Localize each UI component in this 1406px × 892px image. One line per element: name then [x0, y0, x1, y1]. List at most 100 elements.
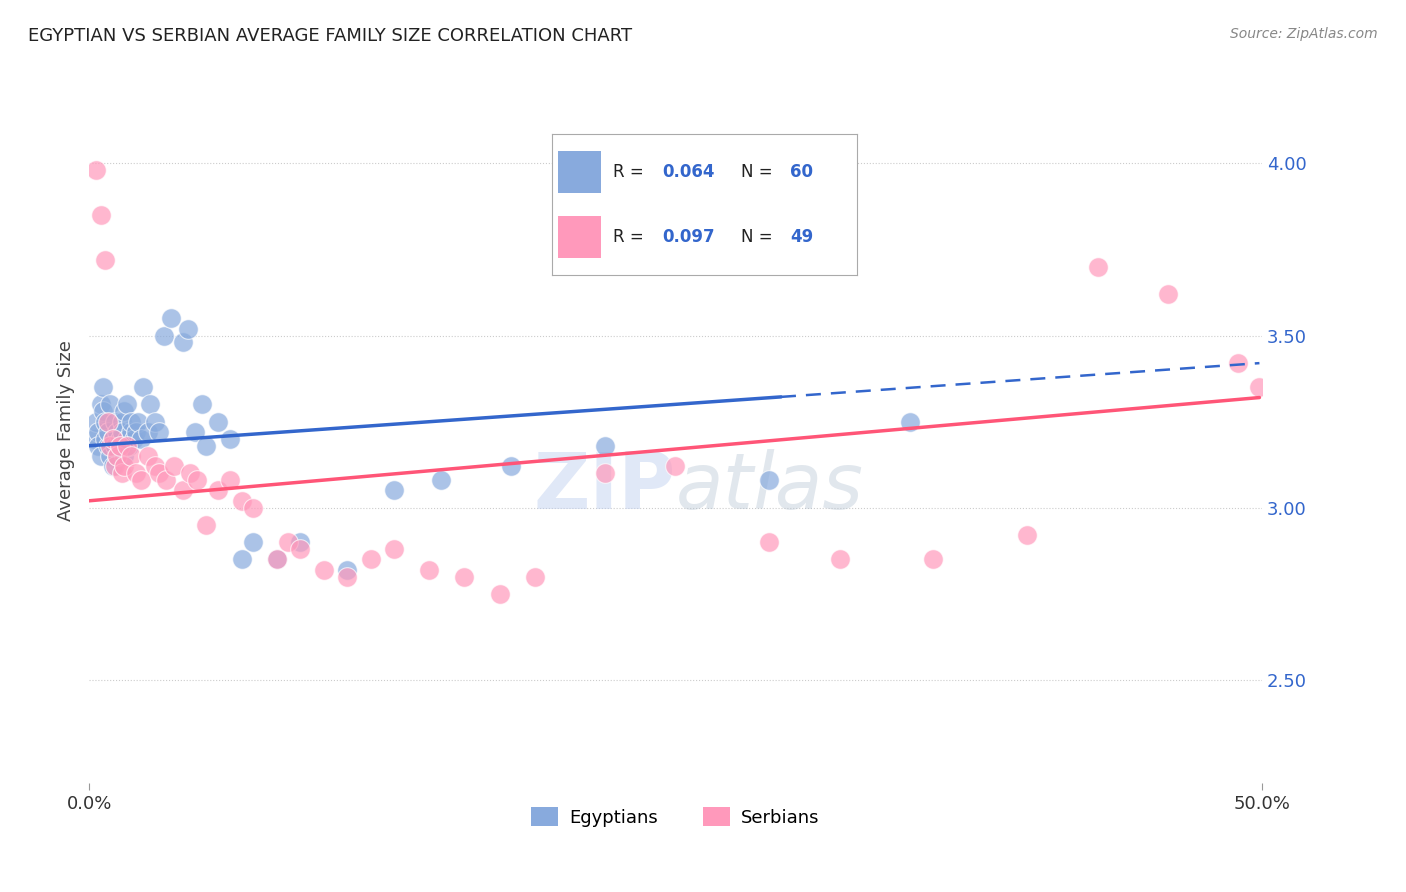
Point — [112, 404, 135, 418]
Point — [143, 415, 166, 429]
Point — [115, 397, 138, 411]
Point — [112, 449, 135, 463]
Point — [179, 467, 201, 481]
Point — [183, 425, 205, 439]
Point — [176, 322, 198, 336]
Point — [382, 483, 405, 498]
Point — [136, 425, 159, 439]
Point — [90, 449, 112, 463]
Point — [312, 563, 335, 577]
Point — [127, 415, 149, 429]
Point — [190, 397, 212, 411]
Point — [231, 493, 253, 508]
Point — [108, 439, 131, 453]
Point — [207, 415, 229, 429]
Point — [118, 439, 141, 453]
Point — [101, 459, 124, 474]
Point — [97, 439, 120, 453]
Point — [90, 208, 112, 222]
Point — [488, 587, 510, 601]
Point — [153, 328, 176, 343]
Point — [758, 473, 780, 487]
Point — [162, 459, 184, 474]
Point — [122, 432, 145, 446]
Point — [523, 569, 546, 583]
Point — [664, 459, 686, 474]
Point — [288, 535, 311, 549]
Point — [418, 563, 440, 577]
Point — [155, 473, 177, 487]
Point — [87, 425, 110, 439]
Point — [218, 432, 240, 446]
Point — [1227, 356, 1250, 370]
Point — [288, 541, 311, 556]
Point — [108, 439, 131, 453]
Point — [828, 552, 851, 566]
Point — [501, 459, 523, 474]
Point — [120, 415, 142, 429]
Point — [1087, 260, 1109, 274]
Point — [195, 517, 218, 532]
Point — [758, 535, 780, 549]
Point — [195, 439, 218, 453]
Point — [111, 425, 134, 439]
Point — [172, 483, 194, 498]
Point — [1017, 528, 1039, 542]
Point — [104, 459, 127, 474]
Point — [84, 163, 107, 178]
Point — [120, 449, 142, 463]
Point — [87, 439, 110, 453]
Point — [101, 432, 124, 446]
Point — [922, 552, 945, 566]
Point — [105, 449, 128, 463]
Text: ZIP: ZIP — [533, 449, 675, 524]
Point — [148, 467, 170, 481]
Point — [112, 459, 135, 474]
Point — [94, 432, 117, 446]
Point — [104, 439, 127, 453]
Point — [160, 311, 183, 326]
Point — [120, 425, 142, 439]
Point — [83, 432, 105, 446]
Point — [266, 552, 288, 566]
Point — [104, 415, 127, 429]
Point — [125, 467, 148, 481]
Point — [125, 425, 148, 439]
Point — [111, 467, 134, 481]
Point — [266, 552, 288, 566]
Point — [90, 397, 112, 411]
Point — [453, 569, 475, 583]
Point — [115, 432, 138, 446]
Point — [148, 425, 170, 439]
Point — [94, 415, 117, 429]
Point — [132, 380, 155, 394]
Point — [898, 415, 921, 429]
Point — [382, 541, 405, 556]
Point — [218, 473, 240, 487]
Point — [336, 569, 359, 583]
Text: Source: ZipAtlas.com: Source: ZipAtlas.com — [1230, 27, 1378, 41]
Point — [593, 439, 616, 453]
Point — [84, 415, 107, 429]
Point — [115, 439, 138, 453]
Point — [98, 439, 121, 453]
Legend: Egyptians, Serbians: Egyptians, Serbians — [524, 800, 827, 834]
Point — [98, 449, 121, 463]
Point — [1249, 380, 1271, 394]
Point — [360, 552, 382, 566]
Text: EGYPTIAN VS SERBIAN AVERAGE FAMILY SIZE CORRELATION CHART: EGYPTIAN VS SERBIAN AVERAGE FAMILY SIZE … — [28, 27, 633, 45]
Point — [139, 397, 162, 411]
Point — [430, 473, 453, 487]
Point — [129, 432, 152, 446]
Point — [172, 335, 194, 350]
Point — [98, 397, 121, 411]
Point — [207, 483, 229, 498]
Point — [105, 425, 128, 439]
Point — [101, 432, 124, 446]
Point — [97, 415, 120, 429]
Point — [91, 380, 114, 394]
Point — [231, 552, 253, 566]
Point — [136, 449, 159, 463]
Text: atlas: atlas — [675, 449, 863, 524]
Point — [593, 467, 616, 481]
